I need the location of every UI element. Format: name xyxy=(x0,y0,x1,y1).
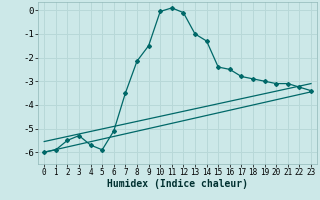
X-axis label: Humidex (Indice chaleur): Humidex (Indice chaleur) xyxy=(107,179,248,189)
